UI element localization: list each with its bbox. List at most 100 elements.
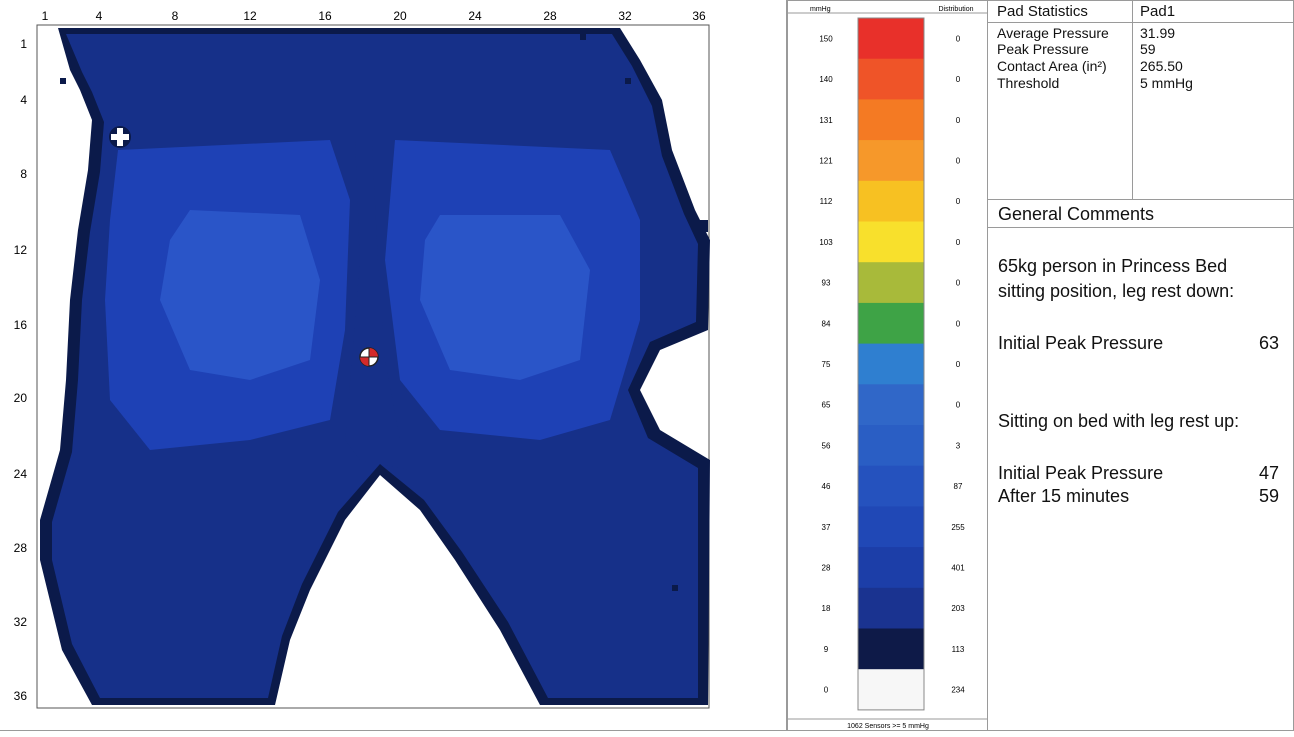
scale-count-label: 0 [956,238,961,247]
scale-value-label: 93 [822,279,831,288]
pressure-map: 1 4 8 12 16 20 24 28 32 36 1 4 8 12 16 2… [14,9,710,709]
scale-value-label: 37 [822,523,831,532]
initial-peak-value: 63 [1258,333,1279,353]
scale-unit-label: mmHg [810,6,831,13]
scale-swatch [858,99,924,141]
row-label: 1 [20,37,27,51]
general-comments-title: General Comments [998,204,1155,224]
scale-count-label: 401 [951,563,965,572]
row-label: 24 [14,467,28,481]
scale-count-label: 0 [956,34,961,43]
row-label: 8 [20,167,27,181]
pressure-ridge [345,140,410,470]
column-labels: 1 4 8 12 16 20 24 28 32 36 [42,9,706,23]
scale-swatch [858,140,924,182]
scale-swatch [858,58,924,100]
col-label: 36 [692,9,706,23]
scale-count-label: 0 [956,197,961,206]
scale-value-label: 75 [822,360,831,369]
row-label: 12 [14,243,28,257]
speck [672,585,678,591]
row-label: 20 [14,391,28,405]
scale-value-label: 103 [819,238,833,247]
comment-line-1: 65kg person in Princess Bed [998,256,1228,276]
pad-name: Pad1 [1140,3,1176,20]
speck [60,78,66,84]
general-comments-header: General Comments [988,200,1293,228]
col-label: 12 [243,9,257,23]
pad-statistics-title: Pad Statistics [997,3,1088,20]
scale-swatch [858,343,924,385]
scale-swatch [858,384,924,426]
pad-statistics-panel: Pad Statistics Pad1 Average Pressure 31.… [988,0,1294,200]
scale-count-label: 87 [954,482,963,491]
scale-value-label: 56 [822,441,831,450]
row-label: 32 [14,615,28,629]
scale-count-label: 255 [951,523,965,532]
initial-peak-label-2: Initial Peak Pressure [998,463,1164,483]
stat-label-peak-pressure: Peak Pressure [997,41,1089,57]
stat-value-contact-area: 265.50 [1140,58,1183,74]
initial-peak-label: Initial Peak Pressure [998,333,1164,353]
after-15-minutes-value: 59 [1258,486,1279,506]
scale-swatch [858,628,924,670]
scale-value-label: 28 [822,563,831,572]
scale-swatch [858,547,924,589]
row-labels: 1 4 8 12 16 20 24 28 32 36 [14,37,28,703]
scale-count-label: 0 [956,360,961,369]
scale-swatch [858,18,924,60]
scale-count-label: 0 [956,116,961,125]
reference-plus-marker [109,126,131,148]
color-scale-panel: mmHg Distribution 1062 Sensors >= 5 mmHg… [787,0,989,731]
scale-swatch [858,465,924,507]
scale-count-label: 0 [956,319,961,328]
comment-line-3: Sitting on bed with leg rest up: [998,411,1240,431]
scale-count-label: 0 [956,156,961,165]
scale-value-label: 18 [822,604,831,613]
col-label: 16 [318,9,332,23]
col-label: 8 [172,9,179,23]
scale-count-label: 0 [956,279,961,288]
scale-value-label: 0 [824,686,829,695]
scale-bar-border [857,17,925,711]
stat-label-average-pressure: Average Pressure [997,25,1109,41]
scale-value-label: 140 [819,75,833,84]
scale-footer: 1062 Sensors >= 5 mmHg [847,723,929,730]
scale-swatch [858,180,924,222]
scale-count-label: 203 [951,604,965,613]
general-comments-panel: General Comments 65kg person in Princess… [988,200,1294,731]
column-divider [1132,1,1133,199]
pressure-core-right [420,215,590,380]
row-label: 4 [20,93,27,107]
pressure-map-panel: 1 4 8 12 16 20 24 28 32 36 1 4 8 12 16 2… [0,0,787,731]
scale-swatch [858,262,924,304]
scale-value-label: 150 [819,34,833,43]
scale-swatch [858,425,924,467]
pad-statistics-table: Pad Statistics Pad1 Average Pressure 31.… [988,1,1293,199]
scale-count-label: 113 [952,645,965,654]
scale-swatch [858,669,924,711]
stat-value-average-pressure: 31.99 [1140,25,1176,41]
scale-count-label: 3 [956,441,961,450]
row-label: 36 [14,689,28,703]
scale-value-label: 9 [824,645,829,654]
after-15-minutes-label: After 15 minutes [998,486,1130,506]
scale-swatch [858,587,924,629]
color-scale: mmHg Distribution 1062 Sensors >= 5 mmHg… [788,6,989,730]
stat-label-contact-area: Contact Area (in²) [997,58,1107,74]
stat-label-threshold: Threshold [997,75,1060,91]
stat-value-threshold: 5 mmHg [1140,75,1193,91]
scale-swatch [858,302,924,345]
pressure-core-left [160,210,320,380]
stat-value-peak-pressure: 59 [1140,41,1156,57]
col-label: 1 [42,9,49,23]
col-label: 4 [96,9,103,23]
center-of-pressure-marker [359,347,379,367]
scale-value-label: 84 [822,319,831,328]
scale-count-label: 0 [956,401,961,410]
scale-value-label: 121 [819,156,833,165]
scale-value-label: 46 [822,482,831,491]
pad-statistics-header: Pad Statistics Pad1 [988,1,1293,23]
row-label: 16 [14,318,28,332]
initial-peak-value-2: 47 [1258,463,1279,483]
